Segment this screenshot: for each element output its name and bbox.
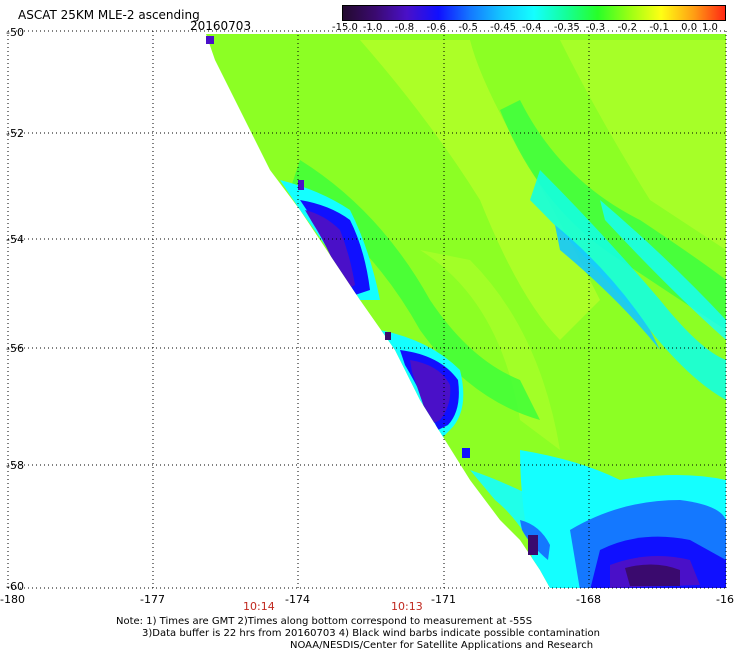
product-date: 20160703 <box>190 19 252 33</box>
colorbar-tick-label: -15.0 <box>332 22 358 33</box>
colorbar-tick-label: -0.45 <box>490 22 517 33</box>
lon-label: -180 <box>0 593 25 606</box>
colorbar-tick-label: -0.35 <box>553 22 580 33</box>
lat-label: -54 <box>6 233 24 246</box>
colorbar-tick-label: -1.0 <box>362 22 383 33</box>
colorbar-labels: -15.0 -1.0 -0.8 -0.6 -0.5 -0.45 -0.4 -0.35 -0.3-… <box>332 22 724 36</box>
lon-label: -168 <box>576 593 601 606</box>
colorbar-tick-label: -0.1 <box>649 22 669 33</box>
lon-label: -177 <box>140 593 165 606</box>
swath-data <box>206 34 726 588</box>
lat-label: -52 <box>6 127 24 140</box>
lat-label: -56 <box>6 342 24 355</box>
colorbar-tick-label: -0.5 <box>458 22 478 33</box>
lat-label: -60 <box>6 580 24 593</box>
colorbar: -15.0 -1.0 -0.8 -0.6 -0.5 -0.45 -0.4 -0.35 -0.3-… <box>332 5 726 37</box>
colorbar-tick-label: -0.3 <box>585 22 606 33</box>
swath-edge-pixels <box>206 36 538 555</box>
footer-note-1: Note: 1) Times are GMT 2)Times along bot… <box>116 616 533 627</box>
pass-time-label: 10:13 <box>391 600 423 613</box>
product-title: ASCAT 25KM MLE-2 ascending <box>18 8 200 22</box>
colorbar-gradient <box>342 5 726 21</box>
colorbar-tick-label: -0.6 <box>426 22 447 33</box>
colorbar-tick-label: 0.0 <box>681 22 698 33</box>
lon-label: -174 <box>285 593 310 606</box>
lon-label: -16 <box>716 593 734 606</box>
lat-label: -50 <box>6 26 24 39</box>
colorbar-tick-label: 1.0 <box>702 22 718 33</box>
pass-time-label: 10:14 <box>243 600 275 613</box>
lat-lon-grid <box>7 30 727 589</box>
lon-label: -171 <box>431 593 456 606</box>
footer-credit: NOAA/NESDIS/Center for Satellite Applica… <box>290 640 594 651</box>
footer-note-2: 3)Data buffer is 22 hrs from 20160703 4)… <box>142 628 600 639</box>
colorbar-tick-label: -0.8 <box>394 22 415 33</box>
colorbar-tick-label: -0.2 <box>617 22 638 33</box>
colorbar-tick-label: -0.4 <box>522 22 542 33</box>
lat-label: -58 <box>6 459 24 472</box>
